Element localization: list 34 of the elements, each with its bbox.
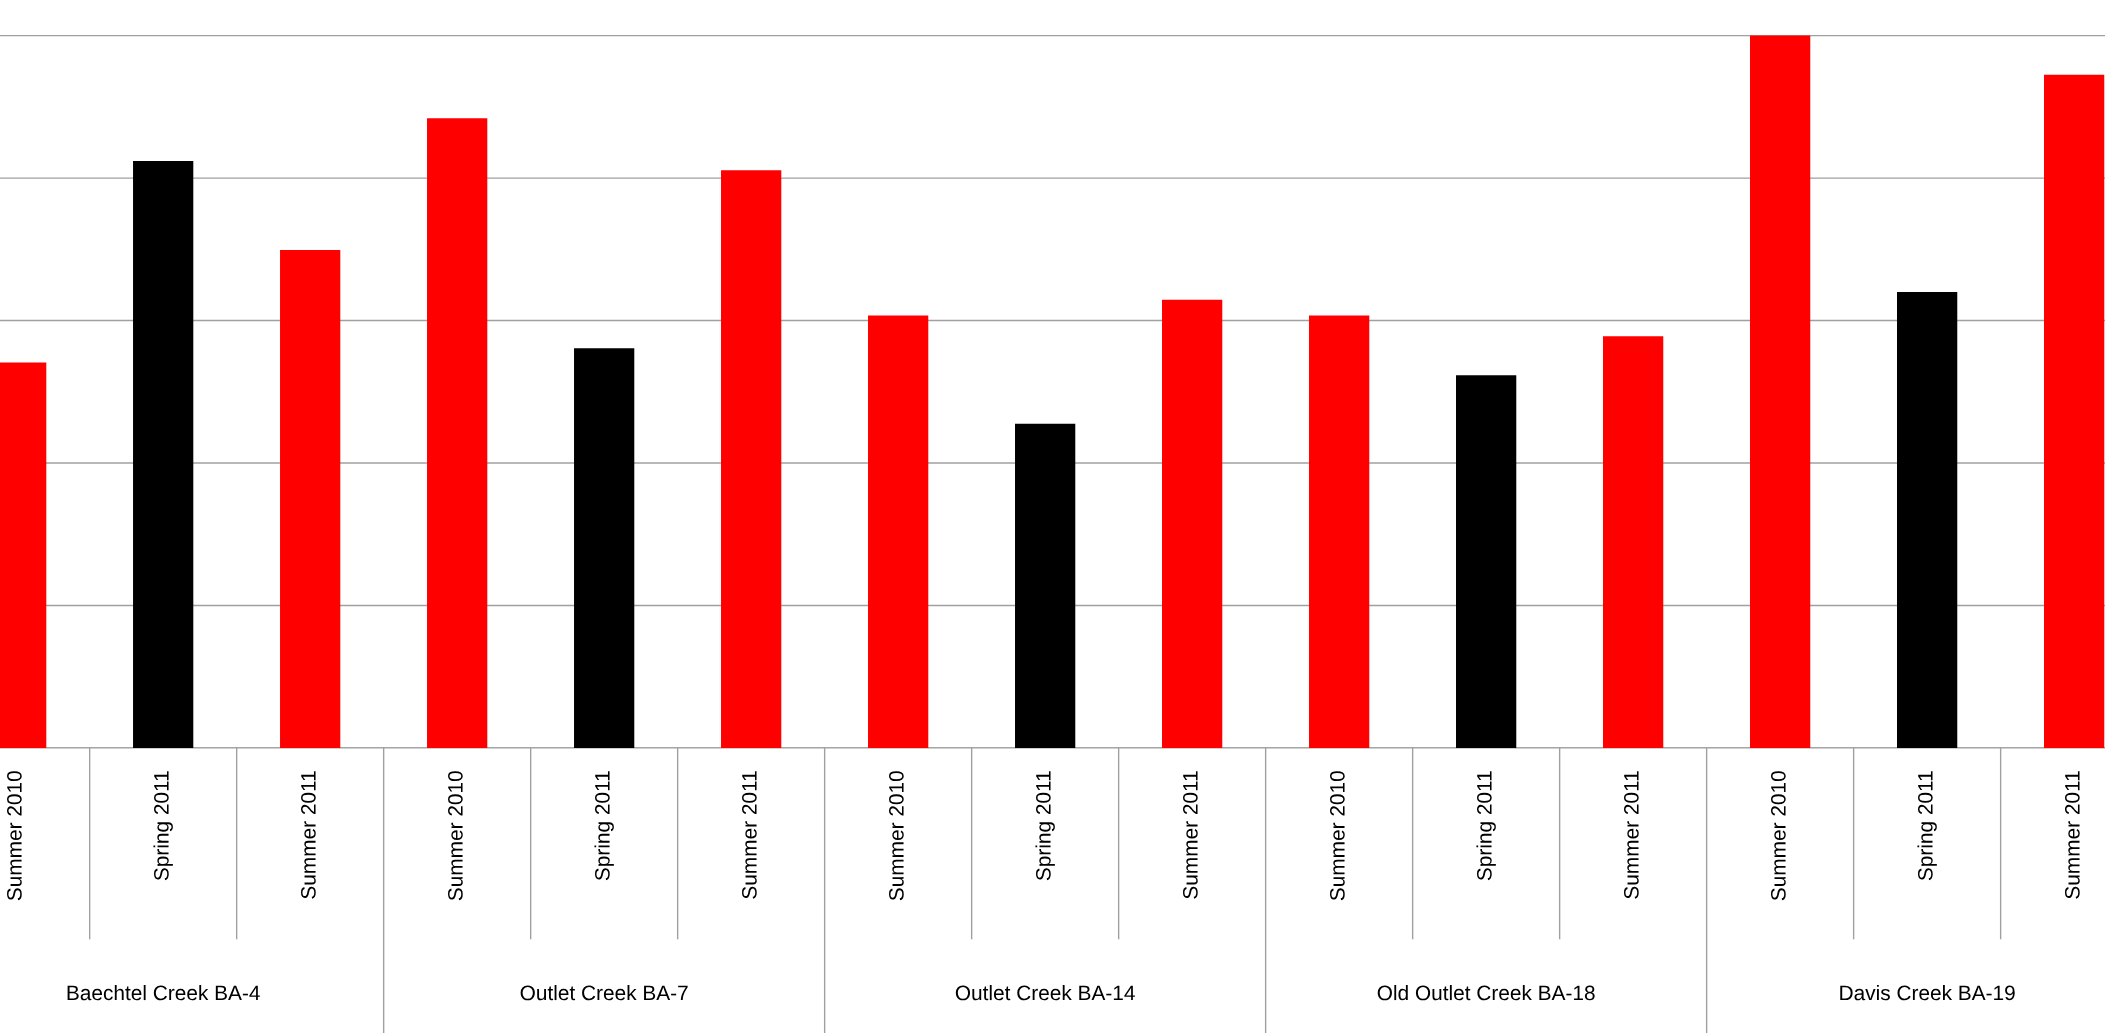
text: Outlet Creek BA-7 xyxy=(520,984,688,1001)
text: Baechtel Creek BA-4 xyxy=(67,984,260,1001)
x-tick-label: Spring 2011 xyxy=(1476,771,1496,881)
x-tick-label: Summer 2011 xyxy=(1623,771,1639,899)
text: Outlet Creek BA-14 xyxy=(955,984,1135,1001)
x-tick-label: Summer 2010 xyxy=(888,771,904,901)
bar xyxy=(133,160,194,748)
x-tick-label: Summer 2011 xyxy=(1182,771,1198,899)
x-tick-label: Summer 2010 xyxy=(448,771,463,901)
x-tick-label: Summer 2010 xyxy=(1770,771,1786,901)
x-tick-label: Summer 2011 xyxy=(2064,771,2080,899)
bar xyxy=(2044,74,2105,748)
x-tick-label: Summer 2011 xyxy=(301,771,316,899)
bar xyxy=(1015,423,1076,748)
x-tick-label: Summer 2010 xyxy=(7,771,22,901)
bar xyxy=(868,315,929,748)
bar xyxy=(1309,315,1370,748)
bar xyxy=(1162,299,1223,748)
x-tick-label: Summer 2010 xyxy=(1329,771,1345,901)
x-tick-label: Spring 2011 xyxy=(1035,771,1055,881)
x-tick-label: Spring 2011 xyxy=(1917,771,1937,881)
x-tick-label: Summer 2011 xyxy=(742,771,757,899)
bar xyxy=(574,348,635,748)
x-tick-label: Spring 2011 xyxy=(594,771,614,881)
bar xyxy=(1750,35,1811,748)
bar xyxy=(427,118,488,748)
bar xyxy=(1456,375,1517,748)
x-tick-label: Spring 2011 xyxy=(153,771,173,881)
bar xyxy=(1897,292,1958,748)
text: Old Outlet Creek BA-18 xyxy=(1377,984,1595,1001)
bar xyxy=(721,170,782,748)
bar xyxy=(280,250,341,748)
bar xyxy=(1603,336,1664,748)
text: Davis Creek BA-19 xyxy=(1840,984,2015,1001)
